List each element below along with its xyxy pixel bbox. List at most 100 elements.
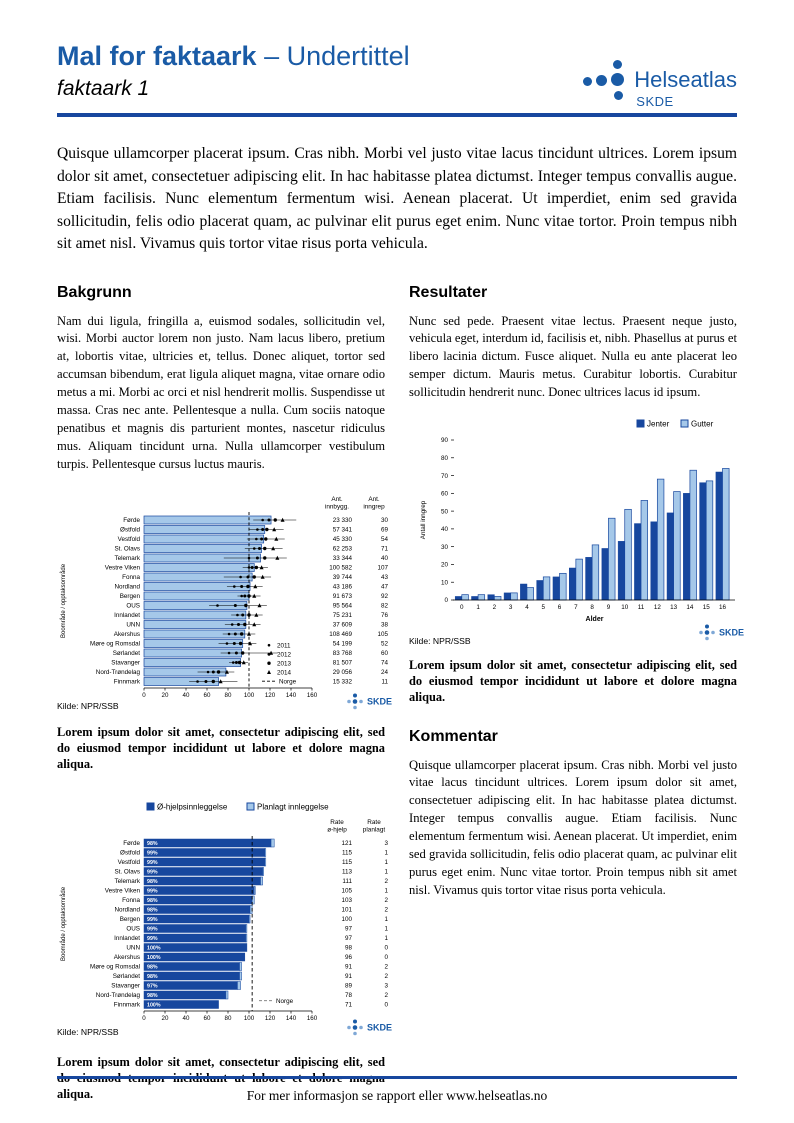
inngrep-value: 82 <box>381 603 389 610</box>
rate-planlagt-value: 3 <box>384 983 388 990</box>
skde-dot <box>347 700 351 704</box>
y-tick-label: 40 <box>441 526 449 533</box>
region-label: Bergen <box>120 916 141 923</box>
region-label: Sørlandet <box>113 973 141 980</box>
year-marker <box>274 537 279 542</box>
jenter-bar <box>666 512 674 601</box>
pct-label: 99% <box>147 851 158 857</box>
rate-ohjelp-value: 113 <box>342 869 353 876</box>
chart-text: Ant. <box>368 496 380 503</box>
x-tick-label: 20 <box>162 692 169 699</box>
region-label: Finnmark <box>114 679 141 686</box>
inngrep-value: 24 <box>381 670 389 677</box>
gutter-bar <box>526 587 534 601</box>
bakgrunn-heading: Bakgrunn <box>57 283 132 301</box>
page-title: Mal for faktaark – Undertittel <box>57 42 737 70</box>
year-marker <box>267 518 271 522</box>
year-marker <box>241 660 246 665</box>
gutter-bar <box>656 478 665 601</box>
year-marker <box>196 680 199 684</box>
ohjelp-bar <box>143 895 253 905</box>
planlagt-bar <box>245 924 248 933</box>
legend-marker <box>267 670 271 675</box>
gutter-bar <box>705 480 714 601</box>
chart-text: Ant. <box>331 496 343 503</box>
year-marker <box>263 547 267 551</box>
region-label: Stavanger <box>111 660 140 667</box>
planlagt-bar <box>262 867 264 876</box>
region-label: Innlandet <box>114 613 140 620</box>
year-marker <box>232 642 236 646</box>
year-marker <box>275 556 280 561</box>
pct-label: 98% <box>147 879 158 885</box>
admission-type-chart: Ø-hjelpsinnleggelse Planlagt innleggelseR… <box>57 802 392 1037</box>
year-marker <box>234 661 238 665</box>
gutter-bar <box>461 594 469 601</box>
ohjelp-bar <box>143 886 255 895</box>
skde-dot <box>352 699 358 705</box>
ohjelp-bar <box>143 943 248 952</box>
region-label: Vestfold <box>118 859 141 866</box>
year-marker <box>280 518 285 523</box>
jenter-bar <box>715 471 723 601</box>
two-column-layout: Bakgrunn Nam dui ligula, fringilla a, eu… <box>57 283 744 1103</box>
chart-text: Gutter <box>691 419 714 428</box>
region-label: UNN <box>126 622 140 629</box>
x-tick-label: 15 <box>703 604 711 611</box>
pct-label: 100% <box>147 946 161 952</box>
skde-dot <box>699 630 703 635</box>
kommentar-heading: Kommentar <box>409 727 498 745</box>
rate-ohjelp-value: 89 <box>345 983 353 990</box>
jenter-bar <box>471 596 479 601</box>
chart-text: planlagt <box>363 827 386 834</box>
x-tick-label: 120 <box>265 1015 276 1022</box>
x-tick-label: 140 <box>286 692 297 699</box>
y-axis-title: Antall inngrep <box>420 500 427 539</box>
year-marker <box>260 537 264 541</box>
x-tick-label: 80 <box>225 692 232 699</box>
page-title-rest: – Undertittel <box>256 41 410 71</box>
rate-planlagt-value: 1 <box>384 935 388 942</box>
inngrep-value: 71 <box>381 546 389 553</box>
inngrep-value: 54 <box>381 537 389 544</box>
year-marker <box>243 594 247 598</box>
region-label: Stavanger <box>111 983 140 990</box>
rate-ohjelp-value: 71 <box>345 1002 353 1009</box>
chart-text: Rate <box>330 819 344 826</box>
gutter-bar <box>608 517 616 601</box>
planlagt-bar <box>264 857 267 867</box>
rate-ohjelp-value: 121 <box>341 840 352 847</box>
region-bar <box>143 516 272 525</box>
region-label: Finnmark <box>114 1002 141 1009</box>
rate-planlagt-value: 1 <box>384 926 388 933</box>
chart1-caption: Lorem ipsum dolor sit amet, consectetur … <box>57 725 385 772</box>
innbygg-value: 54 199 <box>333 641 353 648</box>
region-label: St. Olavs <box>114 869 140 876</box>
skde-dot <box>347 1025 351 1030</box>
jenter-bar <box>699 482 707 601</box>
region-label: Fonna <box>122 575 140 582</box>
inngrep-value: 38 <box>381 622 389 629</box>
pct-label: 99% <box>147 927 158 933</box>
year-marker <box>257 603 262 608</box>
planlagt-bar <box>239 971 242 981</box>
kommentar-body: Quisque ullamcorper placerat ipsum. Cras… <box>409 757 737 897</box>
page-header: Mal for faktaark – Undertittel faktaark … <box>57 0 737 118</box>
innbygg-value: 23 330 <box>333 518 353 525</box>
pct-label: 98% <box>147 841 158 847</box>
x-tick-label: 8 <box>590 604 594 611</box>
source-label: Kilde: NPR/SSB <box>57 1027 119 1037</box>
year-marker <box>224 670 229 675</box>
region-bar <box>143 544 262 554</box>
region-label: OUS <box>126 603 140 610</box>
inngrep-value: 105 <box>377 632 388 639</box>
gutter-bar <box>575 558 583 601</box>
intro-paragraph: Quisque ullamcorper placerat ipsum. Cras… <box>57 145 737 253</box>
jenter-bar <box>552 576 560 601</box>
x-tick-label: 13 <box>670 604 678 611</box>
year-marker <box>225 642 229 646</box>
y-tick-label: 20 <box>441 562 449 569</box>
skde-logo-text: SKDE <box>367 1023 392 1033</box>
inngrep-value: 30 <box>381 518 389 525</box>
source-label: Kilde: NPR/SSB <box>57 701 119 711</box>
